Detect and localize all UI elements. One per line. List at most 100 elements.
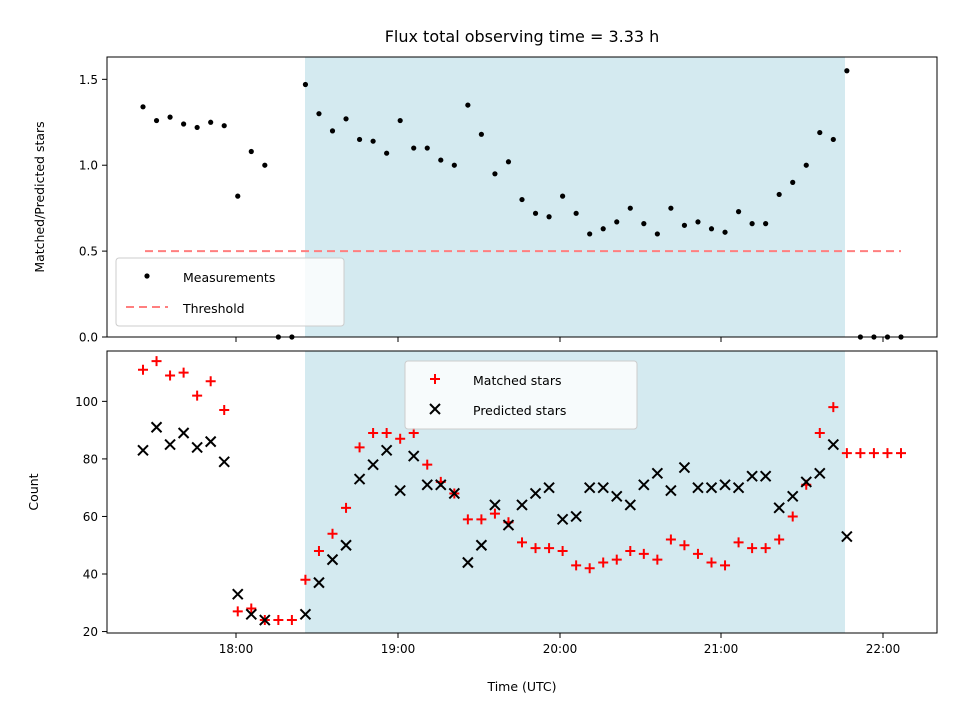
predicted-star-point — [597, 481, 609, 494]
measurement-point — [140, 104, 146, 110]
y-tick-label: 0.5 — [79, 245, 98, 259]
matched-star-point — [760, 543, 771, 554]
measurement-point — [505, 159, 512, 165]
y-tick-label: 80 — [83, 452, 98, 466]
matched-star-point — [868, 448, 879, 459]
plots: 0.0 0.5 1.0 1.5 Matched/Predicted stars Measu… — [26, 56, 938, 694]
measurement-point — [532, 210, 539, 216]
measurement-point — [641, 221, 647, 227]
matched-star-point — [611, 554, 622, 565]
measurement-point — [153, 117, 160, 124]
matched-star-point — [273, 615, 284, 626]
y-tick-label: 20 — [83, 625, 98, 639]
matched-star-point — [544, 543, 555, 554]
series-predicted-stars — [137, 421, 853, 626]
measurement-point — [492, 171, 498, 177]
x-tick-label: 21:00 — [704, 642, 739, 656]
matched-star-point — [720, 560, 731, 571]
matched-star-point — [584, 563, 595, 574]
measurement-point — [600, 226, 606, 232]
matched-star-point — [462, 514, 473, 525]
axes-frame — [106, 350, 938, 634]
predicted-star-point — [651, 467, 664, 480]
predicted-star-point — [705, 481, 718, 494]
matched-star-point — [476, 514, 487, 525]
matched-star-point — [557, 545, 568, 556]
observing-window-band — [305, 57, 845, 337]
y-axis-label: Matched/Predicted stars — [32, 121, 47, 272]
measurement-point — [370, 138, 376, 144]
y-tick-label: 100 — [75, 395, 98, 409]
measurement-point — [844, 68, 850, 74]
legend-box — [115, 257, 345, 327]
legend: Measurements Threshold — [115, 257, 345, 327]
legend-label: Threshold — [182, 301, 245, 316]
predicted-star-point — [313, 576, 325, 589]
measurement-point — [343, 116, 349, 122]
predicted-star-point — [624, 499, 636, 511]
measurement-point — [424, 145, 430, 151]
predicted-star-point — [232, 588, 244, 600]
measurement-point — [208, 119, 214, 125]
matched-star-point — [246, 603, 257, 614]
measurement-point — [614, 219, 620, 225]
predicted-star-point — [841, 530, 853, 543]
measurement-point — [356, 136, 363, 143]
measurement-point — [384, 150, 390, 156]
measurement-point — [181, 121, 187, 127]
predicted-star-point — [516, 499, 528, 511]
measurement-point — [465, 102, 471, 108]
matched-star-point — [151, 356, 162, 367]
chart-title: Flux total observing time = 3.33 h — [385, 27, 660, 46]
predicted-star-point — [191, 441, 203, 454]
x-tick-label: 19:00 — [381, 642, 416, 656]
series-matched-stars — [138, 356, 906, 626]
predicted-star-point — [340, 539, 352, 551]
predicted-star-point — [137, 444, 149, 456]
predicted-star-point — [529, 487, 542, 500]
measurement-point — [654, 231, 660, 237]
predicted-star-point — [259, 614, 271, 626]
matched-star-point — [625, 545, 636, 556]
matched-star-point — [327, 528, 338, 539]
y-tick-label: 60 — [83, 510, 98, 524]
predicted-star-point — [367, 458, 379, 471]
measurement-point — [830, 136, 836, 143]
measurement-point — [167, 114, 173, 120]
measurement-point — [302, 81, 309, 88]
matched-star-point — [530, 543, 541, 554]
matched-star-point — [489, 508, 500, 519]
matched-star-point — [219, 404, 230, 415]
predicted-star-point — [814, 467, 826, 480]
legend-box — [404, 360, 638, 430]
matched-star-point — [381, 428, 392, 439]
matched-star-point — [896, 448, 906, 459]
x-tick-label: 22:00 — [866, 642, 901, 656]
predicted-star-point — [570, 510, 582, 523]
predicted-star-point — [665, 484, 677, 497]
x-axis-label: Time (UTC) — [486, 679, 556, 694]
matched-star-point — [178, 367, 189, 378]
measurement-point — [735, 209, 742, 215]
predicted-star-point — [394, 484, 406, 497]
matched-star-point — [341, 502, 352, 513]
y-tick-label: 1.0 — [79, 159, 98, 173]
measurement-point — [262, 162, 268, 168]
measurement-point — [478, 131, 484, 137]
axes-frame — [106, 56, 938, 338]
y-tick-label: 1.5 — [79, 73, 98, 87]
predicted-star-point — [583, 481, 596, 494]
measurement-point — [397, 117, 403, 124]
panel-lower: 20 40 60 80 100 18:00 19:00 20:00 21:00 22:00 Coun… — [26, 350, 938, 694]
panel-upper: 0.0 0.5 1.0 1.5 Matched/Predicted stars Measu… — [32, 56, 938, 345]
predicted-star-point — [326, 553, 339, 566]
predicted-star-point — [787, 490, 799, 503]
y-tick-label: 0.0 — [79, 331, 98, 345]
y-axis-label: Count — [26, 473, 41, 510]
matched-star-point — [855, 448, 866, 459]
matched-star-point — [733, 537, 744, 548]
predicted-star-point — [218, 456, 230, 468]
matched-star-point — [368, 428, 379, 439]
matched-star-point — [706, 557, 717, 568]
matched-star-point — [882, 448, 893, 459]
